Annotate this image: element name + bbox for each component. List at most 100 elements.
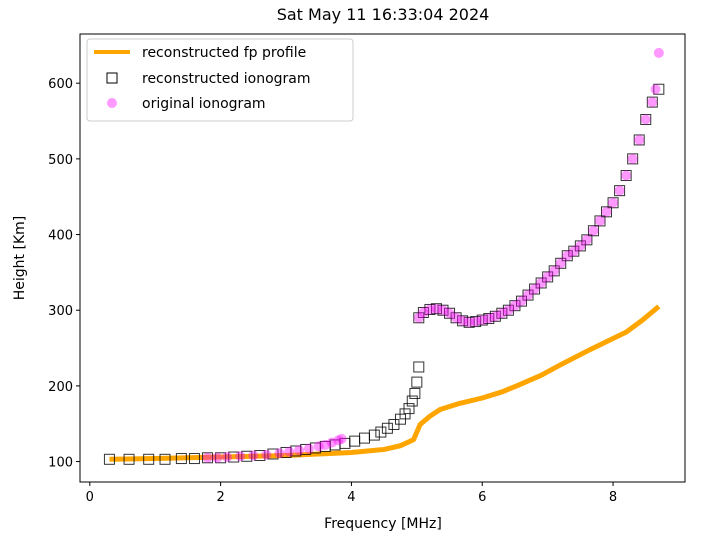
reconstructed-point [614, 185, 626, 197]
original-point [313, 441, 324, 452]
original-point [274, 448, 285, 459]
reconstructed-point [515, 295, 527, 307]
x-tick-label: 6 [478, 490, 486, 505]
reconstructed-point [587, 225, 599, 237]
profile-line [109, 304, 661, 462]
original-point [413, 312, 424, 323]
reconstructed-point [555, 257, 567, 269]
original-point [516, 296, 527, 307]
reconstructed-point [103, 453, 115, 465]
original-point [608, 197, 619, 208]
reconstructed-point [476, 314, 488, 326]
reconstructed-point [522, 289, 534, 301]
reconstructed-point [430, 303, 442, 315]
reconstructed-point [375, 426, 387, 438]
legend-profile-label: reconstructed fp profile [142, 45, 306, 61]
reconstructed-point [640, 114, 652, 126]
original-point [326, 437, 337, 448]
reconstructed-point [574, 240, 586, 252]
original-point [588, 225, 599, 236]
legend-box [86, 38, 354, 122]
reconstructed-point [413, 361, 425, 373]
original-point [621, 170, 632, 181]
reconstructed-point [653, 83, 665, 95]
original-point [457, 315, 468, 326]
original-point [614, 185, 625, 196]
y-tick-label: 300 [48, 304, 73, 319]
reconstructed-point [457, 315, 469, 327]
original-point [336, 433, 347, 444]
reconstructed-point [607, 197, 619, 209]
original-point [284, 446, 295, 457]
original-point [536, 277, 547, 288]
y-tick-label: 400 [48, 229, 73, 244]
y-tick-label: 100 [48, 456, 73, 471]
x-tick-label: 4 [347, 490, 355, 505]
reconstructed-point [463, 316, 475, 328]
original-point [490, 311, 501, 322]
reconstructed-point [542, 271, 554, 283]
reconstructed-point [228, 451, 240, 463]
original-point [483, 313, 494, 324]
original-point [509, 300, 520, 311]
original-point [222, 452, 233, 463]
reconstructed-point [215, 452, 227, 464]
original-point [438, 305, 448, 316]
reconstructed-point [241, 450, 253, 462]
original-point [320, 439, 331, 450]
y-tick-label: 500 [48, 153, 73, 168]
original-point [503, 305, 514, 316]
reconstructed-point [594, 215, 606, 227]
original-point [523, 290, 534, 301]
original-point [594, 215, 605, 226]
original-point [294, 445, 305, 456]
reconstructed-point [601, 206, 613, 218]
reconstructed-point [646, 96, 658, 108]
reconstructed-point [254, 450, 266, 462]
original-point [235, 451, 246, 462]
original-point [496, 308, 507, 319]
original-point [562, 250, 573, 261]
original-point [464, 317, 475, 328]
chart-title: Sat May 11 16:33:04 2024 [277, 5, 490, 24]
original-point [451, 312, 462, 323]
legend-original-swatch [107, 98, 117, 108]
original-point [650, 84, 661, 95]
reconstructed-point [143, 453, 155, 465]
reconstructed-point [548, 265, 560, 277]
original-point [542, 271, 553, 282]
reconstructed-point [437, 304, 449, 316]
original-point [477, 315, 488, 326]
reconstructed-point [529, 283, 541, 295]
reconstructed-point [633, 134, 645, 146]
original-point [568, 246, 579, 257]
original-point [418, 307, 429, 318]
x-tick-label: 2 [216, 490, 224, 505]
original-point [640, 114, 651, 125]
original-point [424, 304, 435, 315]
reconstructed-point [483, 313, 495, 325]
original-point [581, 234, 592, 245]
x-axis-label: Frequency [MHz] [324, 516, 442, 532]
reconstructed-point [349, 435, 361, 447]
reconstructed-point [267, 448, 279, 460]
original-point [248, 450, 259, 461]
original-point [444, 308, 455, 319]
reconstructed-point [123, 453, 135, 465]
original-point [555, 258, 566, 269]
plot-frame [79, 33, 686, 483]
reconstructed-point [381, 422, 393, 434]
reconstructed-point [496, 307, 508, 319]
reconstructed-point [627, 153, 639, 165]
y-axis-label: Height [Km] [12, 216, 28, 300]
reconstructed-point [188, 453, 200, 465]
legend-reconstructed-label: reconstructed ionogram [142, 71, 311, 87]
reconstructed-point [406, 395, 418, 407]
original-point [212, 452, 223, 463]
reconstructed-point [409, 387, 421, 399]
original-point [575, 240, 586, 251]
reconstructed-point [424, 303, 436, 315]
original-point [653, 47, 664, 58]
x-tick-label: 8 [609, 490, 617, 505]
